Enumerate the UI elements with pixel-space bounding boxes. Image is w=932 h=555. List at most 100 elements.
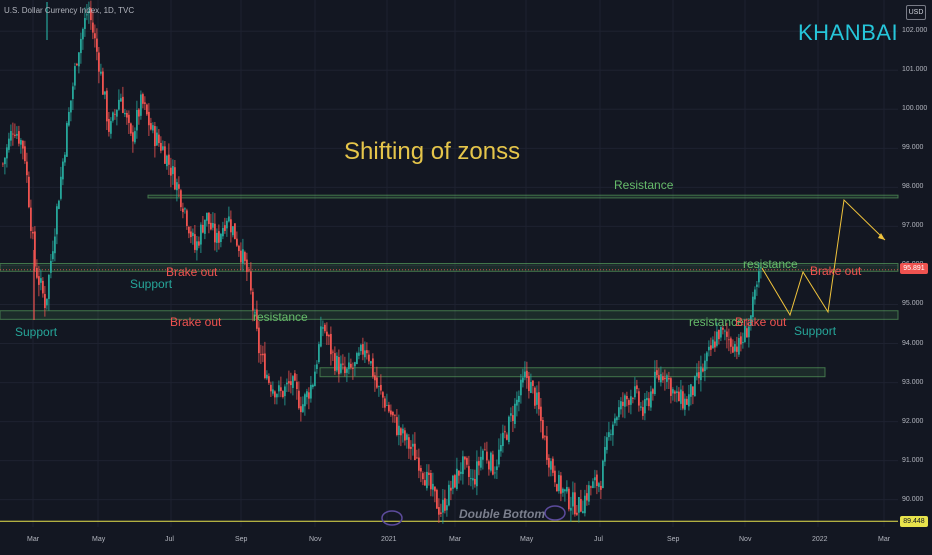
candle-body <box>412 443 414 447</box>
candle-body <box>226 220 228 229</box>
candle-body <box>682 391 684 409</box>
candle-body <box>90 8 92 21</box>
candle-body <box>720 326 722 338</box>
candle-body <box>296 381 298 390</box>
projection-arrowhead <box>878 233 885 240</box>
candle-body <box>80 38 82 54</box>
candle-body <box>514 403 516 424</box>
x-tick-label: 2021 <box>381 536 397 543</box>
x-tick-label: Nov <box>739 536 752 543</box>
candle-body <box>116 109 118 117</box>
candle-body <box>354 362 356 367</box>
y-tick-label: 99.000 <box>902 144 924 152</box>
candle-body <box>386 405 388 406</box>
candle-body <box>756 284 758 287</box>
candle-body <box>174 167 176 190</box>
candle-body <box>602 460 604 489</box>
candle-body <box>516 399 518 406</box>
candle-body <box>306 391 308 398</box>
candle-body <box>198 241 200 246</box>
zone-band <box>0 263 899 272</box>
annotation-support-right: Support <box>794 324 837 338</box>
candle-body <box>26 161 28 176</box>
candle-body <box>502 432 504 447</box>
candle-body <box>150 123 152 130</box>
candle-body <box>334 353 336 371</box>
candle-body <box>264 353 266 379</box>
candle-body <box>20 139 22 145</box>
candle-body <box>104 91 106 95</box>
candle-body <box>30 207 32 231</box>
candle-body <box>112 112 114 121</box>
candle-body <box>606 437 608 450</box>
candle-body <box>568 488 570 510</box>
candle-body <box>242 249 244 264</box>
candle-body <box>148 111 150 126</box>
candle-body <box>576 512 578 515</box>
candle-body <box>266 374 268 379</box>
candle-body <box>14 134 16 136</box>
candle-body <box>284 386 286 397</box>
annotation-double-bottom: Double Bottom <box>459 507 545 521</box>
candle-body <box>610 433 612 435</box>
candle-body <box>40 278 42 283</box>
candle-body <box>644 399 646 414</box>
candle-body <box>12 133 14 135</box>
candle-body <box>670 378 672 396</box>
candle-body <box>406 434 408 440</box>
candle-body <box>400 428 402 436</box>
candle-body <box>210 222 212 230</box>
candle-body <box>486 451 488 461</box>
annotation-brake-out-4: Brake out <box>810 264 862 278</box>
candle-body <box>446 505 448 511</box>
candle-body <box>188 226 190 234</box>
candle-body <box>626 396 628 400</box>
candle-body <box>244 252 246 262</box>
candle-body <box>44 294 46 309</box>
candle-body <box>752 296 754 317</box>
candle-body <box>300 406 302 413</box>
candle-body <box>590 486 592 488</box>
candle-body <box>666 375 668 382</box>
candle-body <box>106 90 108 122</box>
candle-body <box>344 366 346 374</box>
candle-body <box>542 420 544 439</box>
candle-body <box>382 392 384 398</box>
candle-body <box>360 344 362 352</box>
candle-body <box>394 414 396 416</box>
annotation-resistance-right-2: resistance <box>689 315 744 329</box>
candle-body <box>336 355 338 371</box>
candle-body <box>484 449 486 451</box>
candle-body <box>508 416 510 442</box>
candle-body <box>618 407 620 418</box>
candle-body <box>126 112 128 118</box>
candle-body <box>82 28 84 40</box>
currency-badge[interactable]: USD <box>906 5 926 20</box>
candle-body <box>138 109 140 117</box>
candle-body <box>488 461 490 470</box>
candle-body <box>356 353 358 365</box>
candle-body <box>128 114 130 123</box>
candle-body <box>292 376 294 388</box>
candle-body <box>658 375 660 380</box>
annotation-resistance-mid: resistance <box>253 310 308 324</box>
candle-body <box>570 507 572 511</box>
candle-body <box>584 495 586 514</box>
candle-body <box>58 200 60 209</box>
candle-body <box>674 391 676 394</box>
candle-body <box>450 487 452 491</box>
candle-body <box>554 470 556 483</box>
y-tick-label: 95.000 <box>902 300 924 308</box>
y-tick-label: 93.000 <box>902 378 924 386</box>
zones <box>0 194 899 522</box>
candle-body <box>728 339 730 341</box>
candle-body <box>562 488 564 493</box>
candle-body <box>396 417 398 435</box>
candle-body <box>302 404 304 412</box>
candle-body <box>8 138 10 150</box>
candle-body <box>608 432 610 438</box>
candle-body <box>416 457 418 459</box>
candle-body <box>698 372 700 379</box>
